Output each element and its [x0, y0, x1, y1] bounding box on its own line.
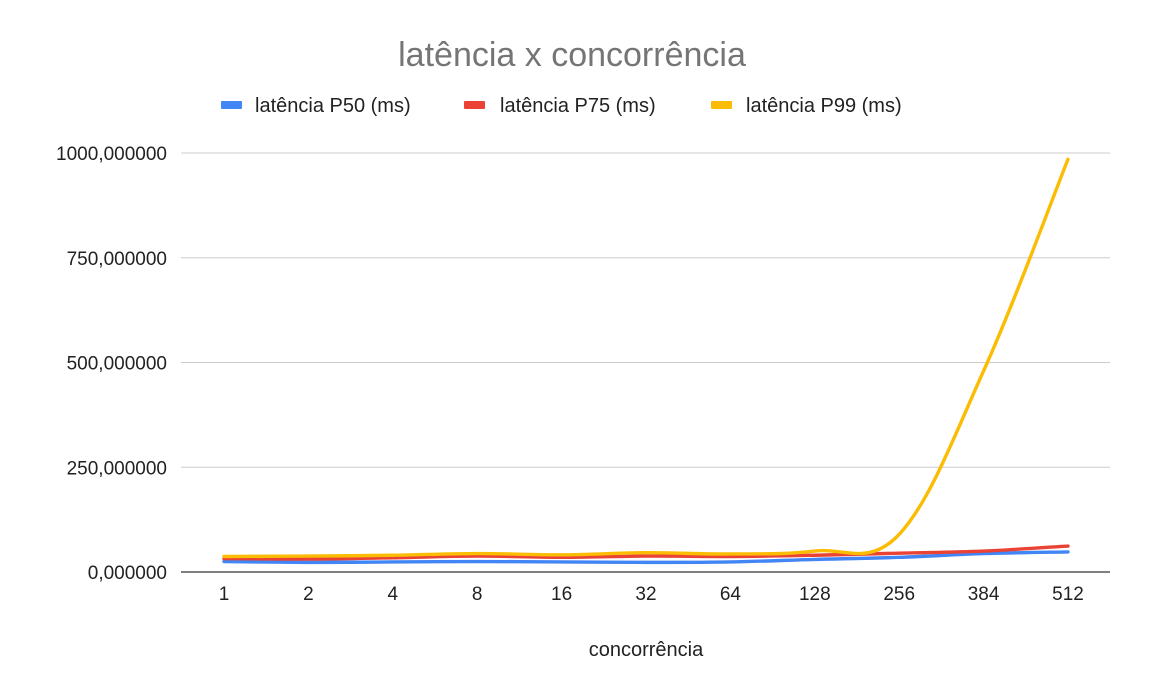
series-line-3 — [222, 157, 1070, 559]
x-tick-label: 16 — [551, 584, 572, 605]
legend-swatch-p75 — [464, 101, 485, 109]
x-tick-label: 64 — [720, 584, 742, 605]
x-tick-label: 1 — [219, 584, 230, 605]
chart-title: latência x concorrência — [398, 36, 746, 74]
y-axis-ticks: 0,000000 250,000000 500,000000 750,000000 10… — [56, 144, 167, 584]
series-layer — [222, 157, 1070, 565]
x-tick-label: 8 — [472, 584, 483, 605]
y-tick-label: 500,000000 — [67, 354, 167, 375]
x-tick-label: 512 — [1052, 584, 1084, 605]
legend: latência P50 (ms) latência P75 (ms) latê… — [221, 95, 902, 117]
legend-label-p50: latência P50 (ms) — [255, 95, 411, 117]
x-axis-ticks: 1 2 4 8 16 32 64 128 256 384 512 — [219, 584, 1084, 605]
y-tick-label: 750,000000 — [67, 249, 167, 270]
legend-label-p99: latência P99 (ms) — [746, 95, 902, 117]
legend-item-p50: latência P50 (ms) — [221, 95, 411, 117]
grid-layer — [181, 152, 1110, 573]
x-tick-label: 2 — [303, 584, 314, 605]
legend-item-p99: latência P99 (ms) — [711, 95, 902, 117]
y-tick-label: 250,000000 — [67, 458, 167, 479]
x-tick-label: 256 — [883, 584, 915, 605]
series-line-1 — [222, 550, 1070, 565]
y-tick-label: 0,000000 — [88, 563, 167, 584]
legend-swatch-p50 — [221, 101, 242, 109]
legend-swatch-p99 — [711, 101, 732, 109]
x-tick-label: 32 — [635, 584, 656, 605]
legend-item-p75: latência P75 (ms) — [464, 95, 656, 117]
x-tick-label: 4 — [388, 584, 399, 605]
x-axis-label: concorrência — [589, 639, 704, 661]
series-line-2 — [222, 544, 1070, 561]
x-tick-label: 384 — [968, 584, 1000, 605]
y-tick-label: 1000,000000 — [56, 144, 167, 165]
x-tick-label: 128 — [799, 584, 831, 605]
legend-label-p75: latência P75 (ms) — [500, 95, 656, 117]
